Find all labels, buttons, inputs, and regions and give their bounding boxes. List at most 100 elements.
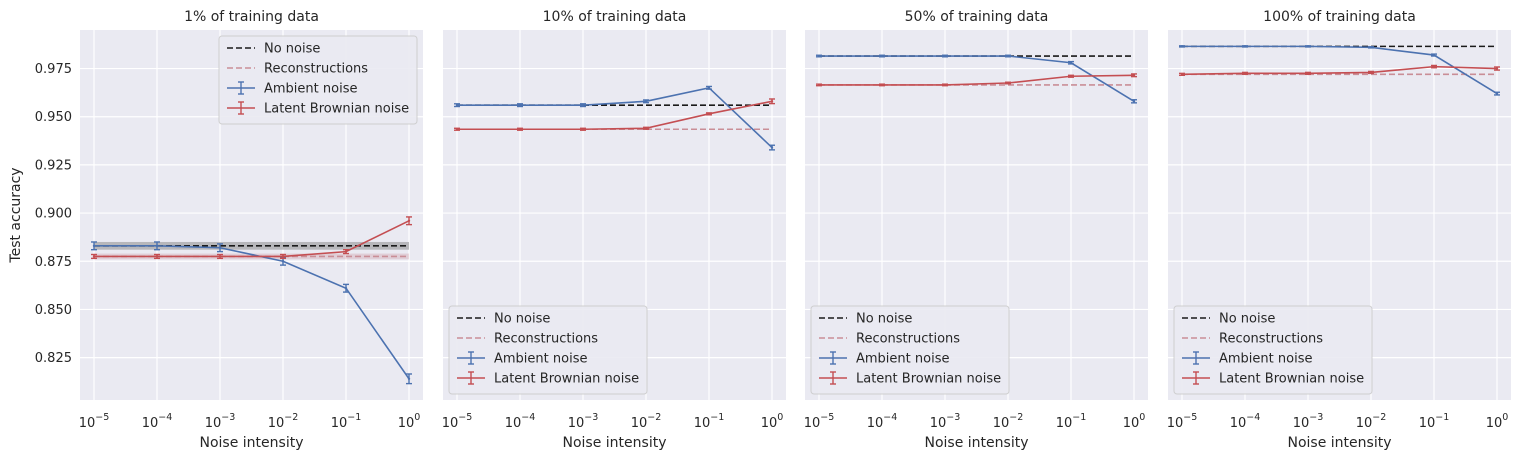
latent-brownian-noise-point	[281, 255, 285, 258]
latent-brownian-noise-point	[1432, 65, 1436, 68]
latent-brownian-noise-point	[155, 255, 159, 258]
ambient-noise-point	[880, 54, 884, 58]
x-tick-label: 10−4	[867, 412, 898, 431]
x-tick-exponent: −2	[1372, 412, 1386, 423]
x-tick-base: 10	[1230, 416, 1247, 431]
latent-brownian-noise-point	[644, 127, 648, 130]
ambient-noise-line	[94, 245, 410, 380]
x-tick-exponent: −5	[820, 412, 834, 423]
legend-label-latent-brownian-noise: Latent Brownian noise	[1219, 372, 1364, 387]
latent-brownian-noise-line	[94, 220, 410, 258]
x-tick-label: 100	[1486, 412, 1509, 431]
ambient-noise-point	[707, 86, 711, 90]
x-tick-base: 10	[1486, 416, 1503, 431]
x-tick-exponent: −5	[95, 412, 109, 423]
ambient-noise-point	[943, 54, 947, 58]
x-axis-label: Noise intensity	[925, 435, 1029, 451]
x-tick-label: 100	[761, 412, 784, 431]
x-tick-label: 10−4	[142, 412, 173, 431]
x-tick-exponent: −4	[521, 412, 535, 423]
legend-label-reconstructions: Reconstructions	[1219, 332, 1323, 347]
ambient-noise-point	[1243, 45, 1247, 48]
x-axis-label: Noise intensity	[1288, 435, 1392, 451]
latent-brownian-noise-point	[218, 255, 222, 258]
legend-label-reconstructions: Reconstructions	[264, 62, 368, 77]
x-tick-exponent: −3	[1309, 412, 1323, 423]
ambient-noise-point	[1132, 100, 1136, 103]
ambient-noise-series	[1179, 45, 1500, 96]
latent-brownian-noise-point	[1369, 71, 1373, 74]
latent-brownian-noise-point	[943, 83, 947, 87]
ambient-noise-line	[819, 55, 1135, 102]
x-tick-base: 10	[1356, 416, 1373, 431]
x-tick-exponent: −1	[347, 412, 361, 423]
ambient-noise-point	[218, 246, 222, 249]
x-tick-exponent: −3	[946, 412, 960, 423]
x-tick-exponent: 0	[414, 412, 420, 423]
legend-box	[218, 35, 418, 125]
ambient-noise-point	[817, 54, 821, 58]
x-tick-label: 100	[1123, 412, 1146, 431]
legend-box	[810, 305, 1010, 395]
x-tick-base: 10	[268, 416, 285, 431]
x-tick-label: 10−2	[631, 412, 662, 431]
ambient-noise-point	[1069, 61, 1073, 64]
legend-label-ambient-noise: Ambient noise	[264, 82, 357, 97]
x-tick-exponent: −2	[1009, 412, 1023, 423]
latent-brownian-noise-point	[455, 128, 459, 131]
legend: No noise Reconstructions Ambient noise Late…	[810, 305, 1010, 395]
legend-label-no-noise: No noise	[264, 42, 320, 57]
x-tick-base: 10	[694, 416, 711, 431]
latent-brownian-noise-line	[1181, 65, 1498, 76]
y-tick-label: 0.825	[35, 351, 72, 366]
ambient-noise-point	[581, 103, 585, 107]
ambient-noise-point	[770, 146, 774, 149]
x-tick-base: 10	[398, 416, 415, 431]
x-tick-label: 10−3	[930, 412, 961, 431]
panel-title: 1% of training data	[184, 9, 319, 25]
x-tick-base: 10	[993, 416, 1010, 431]
y-tick-label: 0.875	[35, 255, 72, 270]
panel-title: 100% of training data	[1263, 9, 1416, 25]
x-tick-base: 10	[568, 416, 585, 431]
latent-brownian-noise-point	[1243, 72, 1247, 75]
x-tick-exponent: −1	[710, 412, 724, 423]
legend: No noise Reconstructions Ambient noise Late…	[218, 35, 418, 125]
x-tick-exponent: −4	[158, 412, 172, 423]
latent-brownian-noise-point	[581, 128, 585, 131]
ambient-noise-point	[1006, 54, 1010, 58]
x-tick-label: 10−2	[1356, 412, 1387, 431]
x-tick-base: 10	[331, 416, 348, 431]
latent-brownian-noise-line	[457, 100, 773, 131]
latent-brownian-noise-point	[1180, 73, 1184, 76]
y-tick-label: 0.925	[35, 158, 72, 173]
x-tick-exponent: −3	[584, 412, 598, 423]
x-tick-exponent: −2	[284, 412, 298, 423]
legend-label-no-noise: No noise	[494, 312, 550, 327]
ambient-noise-point	[344, 287, 348, 290]
x-tick-base: 10	[1123, 416, 1140, 431]
x-tick-label: 10−4	[505, 412, 536, 431]
latent-brownian-noise-point	[1495, 67, 1499, 70]
legend: No noise Reconstructions Ambient noise Late…	[448, 305, 648, 395]
latent-brownian-noise-point	[407, 219, 411, 222]
legend-label-latent-brownian-noise: Latent Brownian noise	[494, 372, 639, 387]
ambient-noise-point	[644, 100, 648, 103]
ambient-noise-point	[455, 103, 459, 107]
latent-brownian-noise-series	[1179, 64, 1500, 76]
legend-label-reconstructions: Reconstructions	[856, 332, 960, 347]
x-tick-exponent: 0	[1139, 412, 1145, 423]
ambient-noise-point	[92, 244, 96, 248]
legend-label-ambient-noise: Ambient noise	[494, 352, 587, 367]
latent-brownian-noise-point	[880, 83, 884, 87]
legend: No noise Reconstructions Ambient noise Late…	[1173, 305, 1373, 395]
x-tick-label: 10−5	[1167, 412, 1198, 431]
x-tick-base: 10	[1293, 416, 1310, 431]
latent-brownian-noise-point	[770, 100, 774, 103]
x-tick-label: 10−1	[1056, 412, 1087, 431]
panel-title: 10% of training data	[543, 9, 687, 25]
y-tick-label: 0.850	[35, 303, 72, 318]
